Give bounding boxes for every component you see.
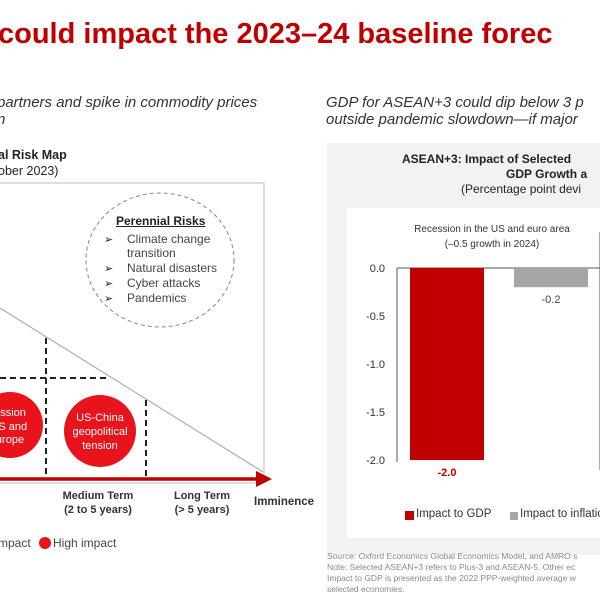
risk-line: urope [0, 434, 25, 446]
bar-inflation [514, 268, 588, 288]
legend-gdp: Impact to GDP [416, 508, 492, 520]
term-label: Long Term [173, 490, 230, 502]
medium-term-label: Medium Term (2 to 5 years) [48, 489, 148, 517]
perennial-heading: Perennial Risks [116, 214, 206, 228]
legend-swatch-inflation [510, 512, 518, 520]
risk-bubble-us-china [64, 395, 136, 467]
perennial-item: Cyber attacks [127, 276, 201, 290]
y-tick-label: -0.5 [366, 311, 385, 323]
left-subtitle-line-2: n [0, 111, 5, 128]
legend-swatch-gdp [405, 511, 414, 520]
legend-inflation: Impact to inflatio [520, 508, 600, 520]
risk-line: geopolitical [72, 426, 128, 438]
bullet-icon: ➢ [104, 293, 114, 305]
bar-data-label: -0.2 [542, 294, 561, 306]
right-subtitle-line-2: outside pandemic slowdown—if major [326, 111, 578, 128]
legend-medium-impact: mpact [0, 536, 31, 550]
panel-title: Recession in the US and euro area (–0.5 … [400, 222, 584, 252]
y-tick-label: -2.0 [366, 455, 385, 467]
risk-line: tension [82, 440, 118, 452]
risk-line: US-China [76, 412, 124, 424]
perennial-item: Pandemics [127, 291, 187, 305]
perennial-item: Climate change [127, 232, 211, 246]
risk-bubble-recession [0, 392, 43, 458]
note-line: selected economies. [327, 584, 405, 594]
note-line: Impact to GDP is presented as the 2022 P… [327, 573, 576, 583]
risk-map-frame [0, 182, 265, 484]
risk-map-subtitle: ober 2023) [0, 164, 59, 178]
high-impact-legend-dot [39, 537, 51, 549]
bullet-icon: ➢ [104, 278, 114, 290]
perennial-item: Natural disasters [127, 261, 218, 275]
perennial-item: transition [127, 246, 176, 260]
y-tick-label: -1.0 [366, 359, 385, 371]
chart-subtitle: (Percentage point devi [461, 182, 582, 196]
source-line: Source: Oxford Economics Global Economic… [327, 551, 578, 561]
y-tick-label: -1.5 [366, 407, 385, 419]
term-range: (2 to 5 years) [64, 504, 132, 516]
risk-line: ession [0, 407, 26, 419]
y-tick-label: 0.0 [370, 263, 385, 275]
risk-label-us-china: US-China geopolitical tension [60, 411, 140, 453]
note-line: Note: Selected ASEAN+3 refers to Plus-3 … [327, 562, 576, 572]
term-label: Medium Term [62, 490, 134, 502]
right-subtitle-line-1: GDP for ASEAN+3 could dip below 3 p [326, 94, 584, 111]
imminence-label: Imminence [254, 496, 315, 508]
chart-title-line-2: GDP Growth a [506, 167, 588, 181]
slide-title: could impact the 2023–24 baseline forec [0, 18, 553, 50]
bullet-icon: ➢ [104, 234, 114, 246]
risk-line: JS and [0, 420, 28, 433]
perennial-risk-circle [85, 192, 235, 328]
panel-subtitle-line: (–0.5 growth in 2024) [444, 239, 540, 250]
risk-map-title: al Risk Map [0, 148, 67, 162]
risk-diagonal [0, 307, 264, 473]
legend-high-impact: High impact [53, 536, 117, 550]
risk-label-recession: ession JS and urope [0, 407, 40, 448]
chart-title-line-1: ASEAN+3: Impact of Selected [402, 152, 572, 166]
bullet-icon: ➢ [104, 263, 114, 275]
panel-title-line: Recession in the US and euro area [414, 224, 570, 235]
arrow-head-icon [256, 471, 272, 487]
term-range: (> 5 years) [174, 504, 230, 516]
long-term-label: Long Term (> 5 years) [152, 489, 252, 517]
bar-data-label: -2.0 [438, 467, 457, 479]
left-subtitle-line-1: partners and spike in commodity prices [0, 94, 258, 111]
bar-gdp [410, 268, 484, 460]
